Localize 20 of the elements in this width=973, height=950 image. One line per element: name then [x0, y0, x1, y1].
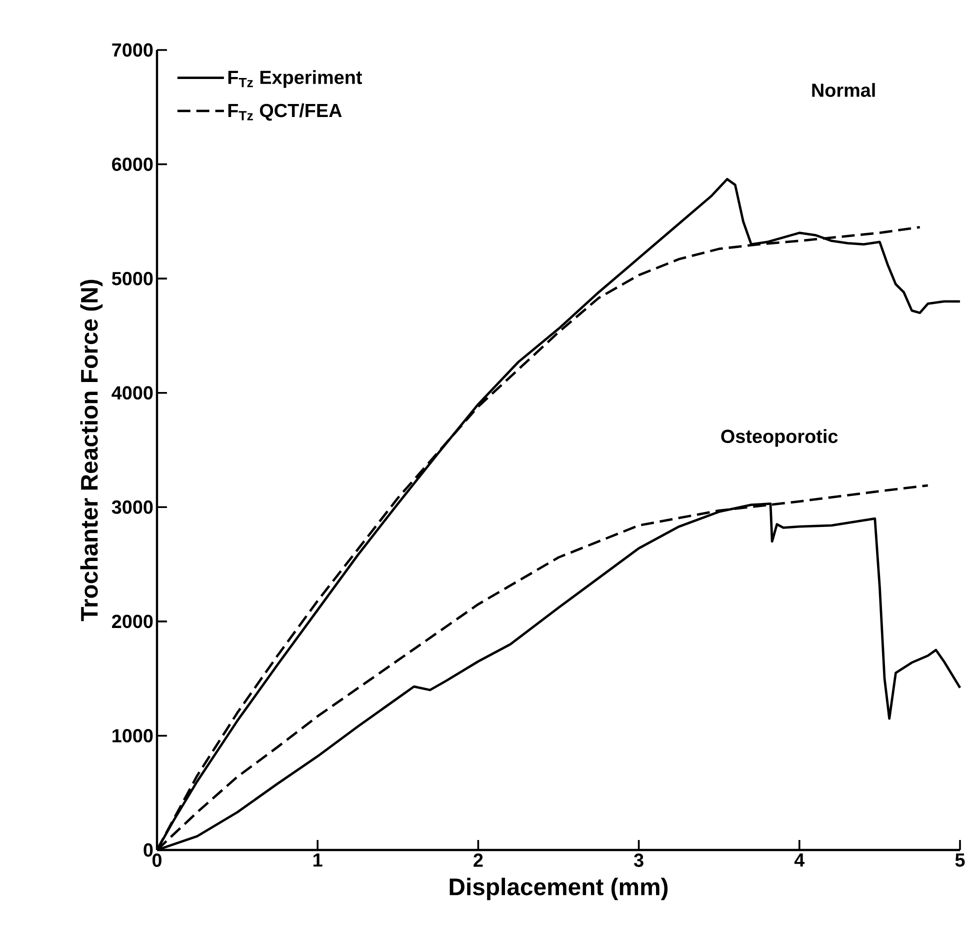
y-tick-label: 1000 [112, 729, 153, 742]
x-tick-label: 3 [634, 854, 644, 867]
x-tick-label: 5 [955, 854, 965, 867]
x-tick-label: 1 [314, 854, 322, 867]
y-tick-label: 7000 [112, 43, 153, 57]
annotation: Normal [812, 83, 875, 97]
x-axis-title: Displacement (mm) [450, 878, 668, 900]
x-tick-label: 4 [794, 854, 805, 867]
legend-label: F$_{Tz}$ Experiment [228, 70, 362, 88]
y-tick-label: 4000 [112, 386, 153, 400]
legend-label: F$_{Tz}$ QCT/FEA [228, 103, 342, 121]
y-tick-label: 6000 [112, 158, 153, 171]
x-tick-label: 0 [152, 854, 162, 867]
y-tick-label: 5000 [112, 272, 153, 286]
x-tick-label: 2 [474, 854, 483, 867]
y-tick-label: 2000 [112, 614, 153, 628]
y-tick-label: 3000 [112, 500, 153, 514]
y-tick-label: 0 [144, 843, 153, 857]
annotation: Osteoporotic [721, 429, 838, 447]
y-axis-title: Trochanter Reaction Force (N) [80, 280, 103, 622]
